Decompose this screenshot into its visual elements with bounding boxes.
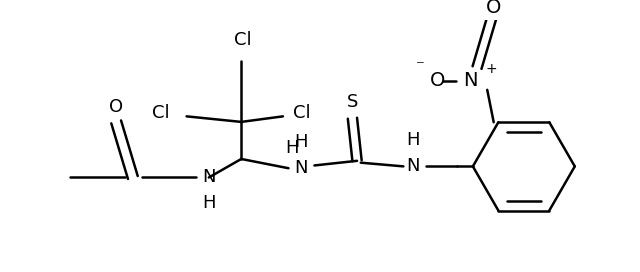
Text: ⁻: ⁻: [416, 57, 425, 75]
Text: O: O: [429, 71, 445, 90]
Text: Cl: Cl: [234, 31, 252, 50]
Text: O: O: [486, 0, 501, 17]
Text: N: N: [202, 168, 216, 187]
Text: O: O: [109, 98, 124, 116]
Text: Cl: Cl: [292, 104, 310, 122]
Text: H: H: [406, 131, 419, 149]
Text: N: N: [463, 71, 478, 90]
Text: H: H: [202, 194, 216, 212]
Text: H: H: [285, 139, 299, 157]
Text: N: N: [406, 157, 419, 175]
Text: S: S: [347, 92, 358, 110]
Text: +: +: [485, 63, 497, 76]
Text: Cl: Cl: [152, 104, 170, 122]
Text: H: H: [295, 133, 308, 151]
Text: N: N: [295, 159, 308, 177]
